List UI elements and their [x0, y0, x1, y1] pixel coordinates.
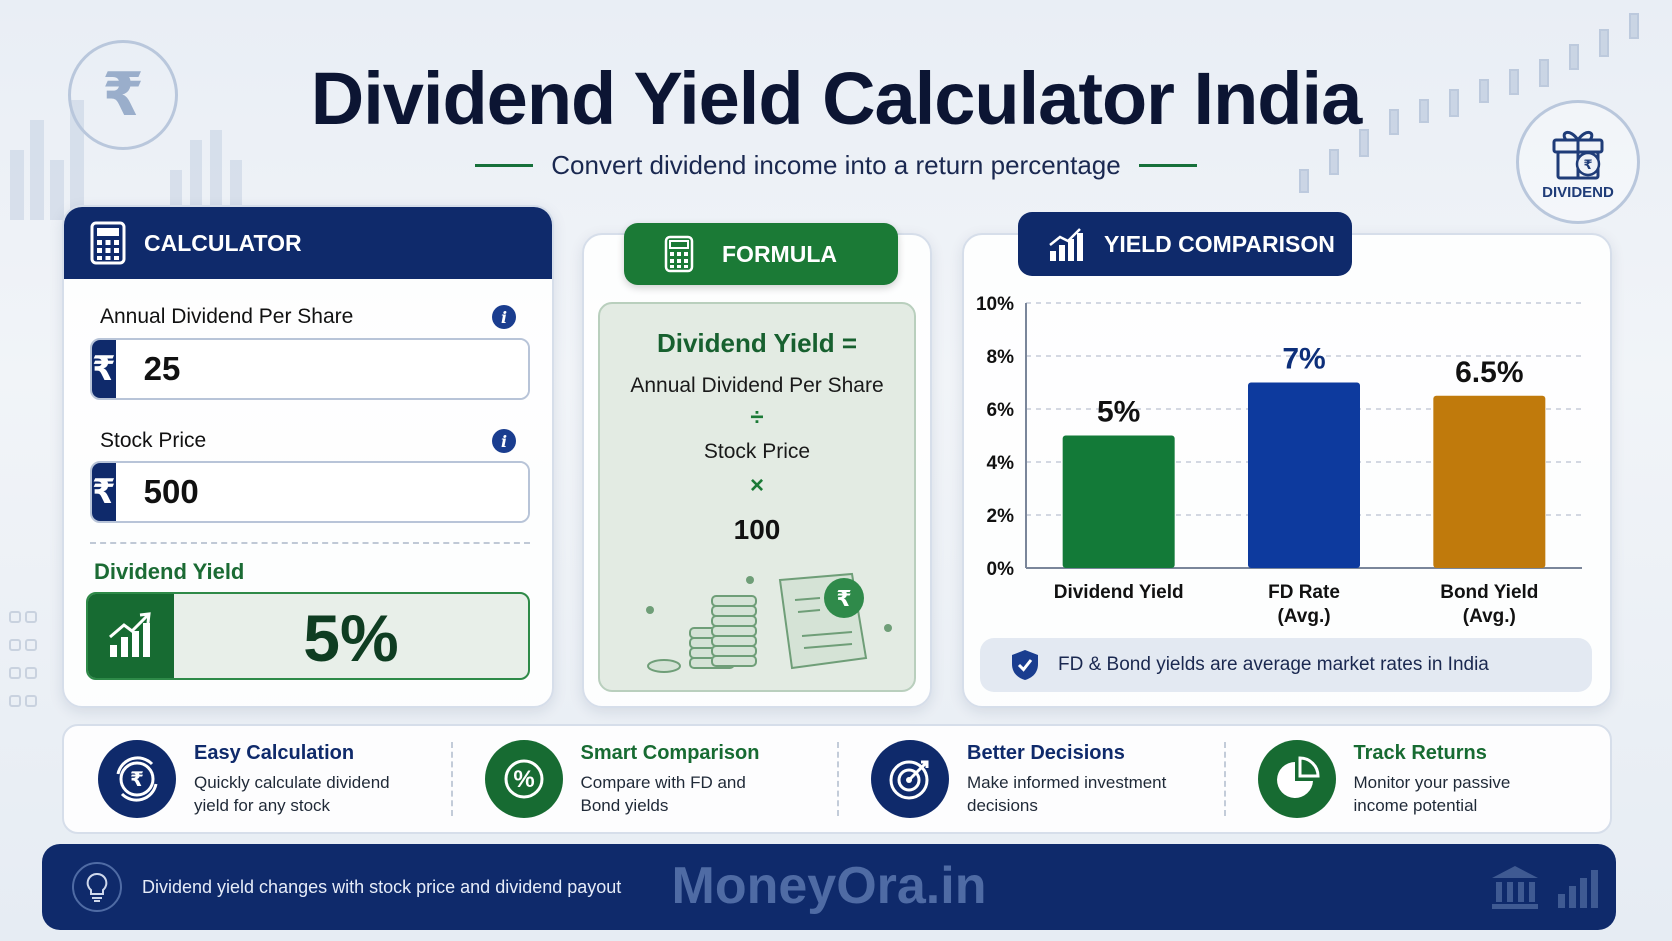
x-category-label: Dividend Yield [1054, 582, 1184, 603]
multiply-symbol: × [749, 472, 764, 499]
svg-text:₹: ₹ [1583, 157, 1592, 172]
rupee-refresh-icon: ₹ [98, 740, 176, 818]
calculator-panel: CALCULATOR Annual Dividend Per Share i ₹… [62, 205, 554, 708]
bank-icon [1492, 866, 1538, 909]
feature-title: Smart Comparison [580, 741, 760, 764]
calculator-heading: CALCULATOR [144, 229, 302, 256]
feature-title: Easy Calculation [194, 741, 355, 764]
dividend-badge: ₹ DIVIDEND [1516, 100, 1640, 224]
coins-document-illustration: ₹ [646, 572, 892, 673]
feature-desc-line2: income potential [1353, 795, 1478, 815]
x-category-label: (Avg.) [1277, 606, 1330, 627]
y-tick-label: 0% [987, 559, 1015, 580]
feature-easy-calculation: ₹ Easy Calculation Quickly calculate div… [64, 726, 451, 832]
feature-desc-line2: decisions [967, 795, 1038, 815]
x-category-label: (Avg.) [1463, 606, 1516, 627]
calculator-icon [90, 221, 126, 265]
formula-multiplier: 100 [733, 514, 781, 545]
svg-text:%: % [513, 766, 534, 793]
feature-desc-line2: Bond yields [580, 795, 669, 815]
bar-chart-icon [1049, 228, 1083, 261]
price-input[interactable] [115, 463, 528, 521]
data-label: 5% [1097, 396, 1140, 429]
calculator-header: CALCULATOR [64, 207, 552, 279]
bar-chart-icon [1558, 870, 1598, 908]
rupee-badge-icon: ₹ [68, 40, 178, 150]
footer-bar: Dividend yield changes with stock price … [42, 844, 1616, 930]
divide-symbol: ÷ [750, 404, 764, 431]
svg-text:₹: ₹ [836, 586, 851, 611]
market-rates-note: FD & Bond yields are average market rate… [980, 638, 1592, 692]
y-tick-label: 8% [987, 347, 1015, 368]
price-field-label: Stock Price [100, 429, 207, 452]
rupee-icon: ₹ [92, 340, 116, 398]
page-title: Dividend Yield Calculator India [310, 57, 1362, 140]
comparison-heading: YIELD COMPARISON [1104, 230, 1335, 257]
features-strip: ₹ Easy Calculation Quickly calculate div… [62, 724, 1612, 834]
dividend-field-label: Annual Dividend Per Share [100, 305, 354, 328]
page-subtitle: Convert dividend income into a return pe… [551, 150, 1121, 180]
feature-desc-line1: Monitor your passive [1353, 772, 1511, 792]
feature-title: Track Returns [1353, 741, 1487, 764]
svg-text:₹: ₹ [130, 769, 144, 791]
result-value: 5% [303, 601, 399, 675]
feature-desc-line1: Compare with FD and [580, 772, 746, 792]
lightbulb-icon [72, 862, 122, 912]
feature-desc-line1: Quickly calculate dividend [194, 772, 390, 792]
price-info-icon[interactable]: i [492, 429, 516, 453]
subtitle-line-right [1138, 164, 1197, 167]
market-rates-note-text: FD & Bond yields are average market rate… [1058, 654, 1489, 675]
feature-desc-line1: Make informed investment [967, 772, 1167, 792]
bar-2 [1433, 395, 1546, 568]
y-tick-label: 10% [976, 294, 1014, 315]
dividend-badge-label: DIVIDEND [1542, 183, 1614, 201]
rupee-icon: ₹ [92, 463, 116, 521]
subtitle-row: Convert dividend income into a return pe… [0, 150, 1672, 181]
calculator-icon [664, 235, 694, 273]
feature-smart-comparison: % Smart Comparison Compare with FD and B… [450, 726, 838, 832]
target-icon [871, 740, 949, 818]
formula-box: Dividend Yield = Annual Dividend Per Sha… [598, 302, 916, 692]
feature-desc-line2: yield for any stock [194, 795, 331, 815]
result-box: 5% [86, 592, 530, 680]
data-label: 7% [1282, 343, 1325, 376]
formula-header: FORMULA [624, 223, 898, 285]
brand-name[interactable]: MoneyOra.in [671, 857, 987, 915]
feature-title: Better Decisions [967, 741, 1125, 764]
formula-denominator: Stock Price [703, 440, 811, 463]
y-tick-label: 2% [987, 506, 1015, 527]
x-category-label: Bond Yield [1440, 582, 1538, 603]
formula-numerator: Annual Dividend Per Share [630, 374, 884, 397]
formula-title: Dividend Yield = [656, 328, 858, 358]
dividend-input[interactable] [115, 340, 528, 398]
yield-comparison-chart: 0% 2% 4% 6% 8% 10% 5% Dividend Yield 7% FD Rate (A… [976, 294, 1582, 627]
footer-tip: Dividend yield changes with stock price … [142, 876, 622, 897]
y-tick-label: 4% [987, 453, 1015, 474]
bar-1 [1248, 382, 1360, 568]
data-label: 6.5% [1455, 356, 1523, 389]
price-input-group: ₹ [90, 461, 530, 523]
gift-icon: ₹ [1552, 130, 1604, 179]
y-tick-label: 6% [987, 400, 1015, 421]
dividend-input-group: ₹ [90, 338, 530, 400]
bar-0 [1062, 435, 1175, 568]
dividend-info-icon[interactable]: i [492, 305, 516, 329]
result-label: Dividend Yield [94, 559, 245, 584]
comparison-header: YIELD COMPARISON [1018, 212, 1352, 276]
divider [90, 542, 530, 544]
feature-track-returns: Track Returns Monitor your passive incom… [1223, 726, 1611, 832]
subtitle-line-left [475, 164, 534, 167]
pie-chart-icon [1257, 740, 1336, 818]
x-category-label: FD Rate [1268, 582, 1340, 603]
percent-icon: % [484, 740, 563, 818]
shield-check-icon [1012, 650, 1038, 680]
growth-chart-icon [88, 594, 174, 678]
feature-better-decisions: Better Decisions Make informed investmen… [837, 726, 1224, 832]
formula-heading: FORMULA [722, 240, 837, 267]
